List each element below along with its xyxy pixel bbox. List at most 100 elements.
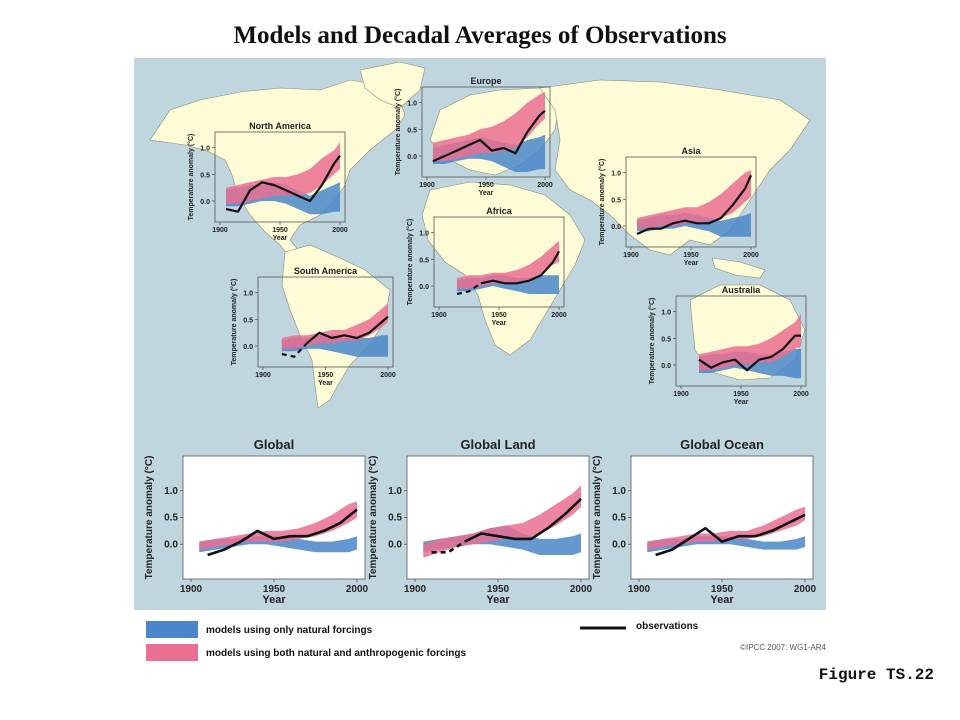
chart-title: Global — [254, 437, 294, 452]
y-tick-label: 1.0 — [407, 101, 417, 108]
chart-global-land: Global Land 0.0 0.5 1.0 1900 1950 2000 Year Temp… — [368, 437, 593, 606]
page-title: Models and Decadal Averages of Observati… — [233, 22, 727, 49]
observations-line — [464, 497, 582, 543]
observations-line — [480, 250, 560, 285]
x-tick-label: 2000 — [332, 227, 348, 234]
x-tick-label: 1900 — [255, 372, 271, 379]
x-axis-label: Year — [273, 235, 288, 242]
y-tick-label: 0.0 — [388, 539, 402, 550]
y-tick-label: 0.0 — [407, 154, 417, 161]
y-tick-label: 1.0 — [611, 171, 621, 178]
y-tick-label: 0.5 — [243, 317, 253, 324]
y-axis-label: Temperature anomaly (°C) — [648, 298, 656, 385]
legend-natural-label: models using only natural forcings — [206, 625, 373, 636]
y-tick-label: 0.0 — [612, 539, 626, 550]
chart-title: Europe — [470, 76, 501, 86]
anthropogenic-forcing-band — [432, 92, 545, 162]
observations-line — [432, 109, 546, 163]
anthropogenic-forcing-band — [281, 303, 388, 349]
observations-line — [207, 508, 358, 557]
chart-title: South America — [294, 266, 358, 276]
observations-line-dashed — [281, 342, 308, 358]
y-tick-label: 0.5 — [388, 513, 402, 524]
y-axis-label: Temperature anomaly (°C) — [406, 219, 414, 306]
y-axis-label: Temperature anomaly (°C) — [368, 456, 379, 580]
anthropogenic-forcing-band — [637, 170, 751, 229]
x-tick-label: 1950 — [491, 312, 507, 319]
chart-title: Australia — [722, 285, 762, 295]
y-axis-label: Temperature anomaly (°C) — [394, 89, 402, 176]
x-tick-label: 1950 — [263, 584, 286, 595]
anthropogenic-forcing-band — [457, 240, 559, 289]
y-tick-label: 0.0 — [200, 199, 210, 206]
observations-line — [306, 315, 389, 345]
observations-line — [655, 513, 806, 557]
observations-line — [225, 155, 341, 213]
legend-obs-label: observations — [636, 621, 699, 632]
greenland-landmass — [359, 61, 426, 109]
x-tick-label: 1950 — [318, 372, 334, 379]
x-tick-label: 1900 — [212, 227, 228, 234]
south-america-landmass — [281, 244, 391, 409]
x-axis-label: Year — [318, 380, 333, 387]
figure-label: Figure TS.22 — [818, 666, 934, 684]
x-tick-label: 1900 — [431, 312, 447, 319]
x-axis-label: Year — [684, 260, 699, 267]
y-tick-label: 0.5 — [611, 197, 621, 204]
x-tick-label: 1900 — [180, 584, 203, 595]
x-tick-label: 1950 — [733, 391, 749, 398]
x-tick-label: 1950 — [683, 252, 699, 259]
observations-line-dashed — [456, 282, 482, 296]
chart-title: North America — [249, 121, 312, 131]
observations-line — [698, 334, 801, 372]
x-axis-label: Year — [492, 320, 507, 327]
x-tick-label: 1950 — [478, 182, 494, 189]
chart-africa: Africa 0.0 0.5 1.0 1900 1950 2000 Year Temperatu… — [406, 206, 567, 327]
x-tick-label: 2000 — [793, 391, 809, 398]
y-tick-label: 1.0 — [200, 146, 210, 153]
y-tick-label: 0.5 — [612, 513, 626, 524]
x-tick-label: 2000 — [743, 252, 759, 259]
copyright-text: ©IPCC 2007: WG1-AR4 — [740, 643, 826, 652]
y-tick-label: 0.0 — [164, 539, 178, 550]
y-axis-label: Temperature anomaly (°C) — [187, 134, 195, 221]
chart-north-america: North America 0.0 0.5 1.0 1900 1950 2000 Year Te… — [187, 121, 348, 242]
x-tick-label: 2000 — [570, 584, 593, 595]
y-axis-label: Temperature anomaly (°C) — [144, 456, 155, 580]
charts-layer: North America 0.0 0.5 1.0 1900 1950 2000 Year Te… — [144, 76, 817, 606]
y-tick-label: 1.0 — [612, 486, 626, 497]
chart-title: Africa — [486, 206, 513, 216]
y-axis-label: Temperature anomaly (°C) — [230, 279, 238, 366]
x-tick-label: 1900 — [404, 584, 427, 595]
y-tick-label: 1.0 — [243, 291, 253, 298]
legend-natural-swatch — [146, 621, 198, 638]
y-tick-label: 0.0 — [419, 284, 429, 291]
x-axis-label: Year — [710, 594, 734, 606]
x-tick-label: 1900 — [623, 252, 639, 259]
x-axis-label: Year — [734, 399, 749, 406]
chart-title: Asia — [681, 146, 701, 156]
x-tick-label: 2000 — [346, 584, 369, 595]
x-tick-label: 2000 — [794, 584, 817, 595]
y-tick-label: 0.0 — [661, 363, 671, 370]
legend-both-label: models using both natural and anthropoge… — [206, 648, 466, 659]
x-tick-label: 1950 — [711, 584, 734, 595]
x-tick-label: 2000 — [537, 182, 553, 189]
y-tick-label: 0.0 — [243, 344, 253, 351]
x-axis-label: Year — [486, 594, 510, 606]
chart-asia: Asia 0.0 0.5 1.0 1900 1950 2000 Year Temperature… — [598, 146, 759, 267]
x-axis-label: Year — [262, 594, 286, 606]
x-tick-label: 2000 — [380, 372, 396, 379]
x-tick-label: 1950 — [272, 227, 288, 234]
y-tick-label: 0.0 — [611, 224, 621, 231]
x-axis-label: Year — [479, 190, 494, 197]
y-tick-label: 1.0 — [164, 486, 178, 497]
anthropogenic-forcing-band — [423, 485, 581, 558]
y-tick-label: 0.5 — [419, 257, 429, 264]
x-tick-label: 1900 — [673, 391, 689, 398]
y-tick-label: 0.5 — [661, 336, 671, 343]
chart-australia: Australia 0.0 0.5 1.0 1900 1950 2000 Year Temper… — [648, 285, 809, 406]
anthropogenic-forcing-band — [699, 314, 801, 371]
observations-line — [636, 174, 753, 236]
